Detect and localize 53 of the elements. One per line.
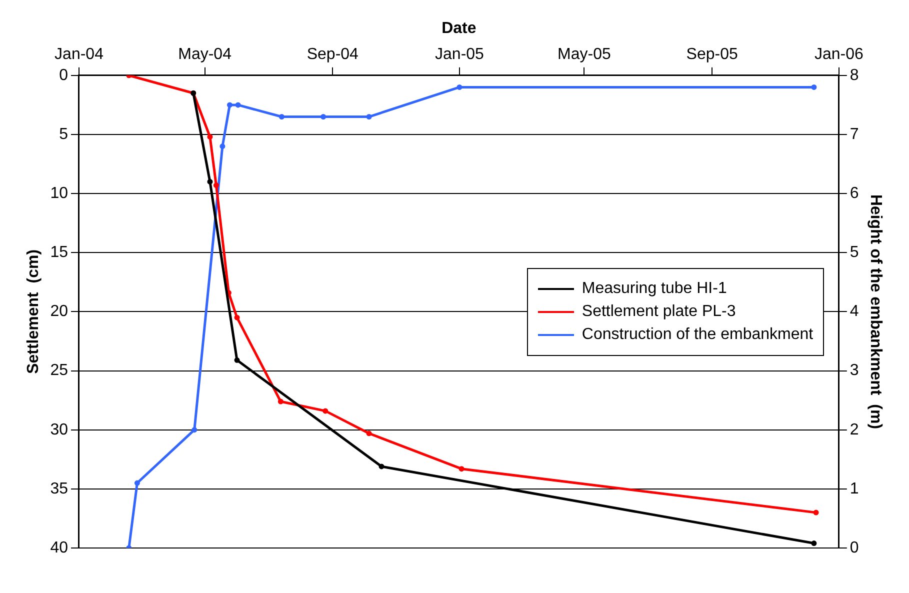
y2-axis-title: Height of the embankment (m) [866,194,884,430]
point [207,178,213,184]
point [322,408,328,414]
x-tick-label: Sep-04 [306,46,359,64]
y2-tick-label: 8 [850,66,859,84]
point [458,466,464,472]
point [213,182,219,188]
y2-tick-label: 5 [850,244,859,262]
y-tick-label: 0 [59,66,68,84]
point [813,510,819,516]
point [456,84,462,90]
point [278,398,284,404]
y-tick-label: 20 [50,303,68,320]
point [234,314,240,320]
x-tick-label: Jan-04 [54,46,104,64]
point [320,114,326,120]
legend-label: Settlement plate PL-3 [582,302,736,321]
legend-label: Measuring tube HI-1 [582,280,727,298]
legend-label: Construction of the embankment [582,326,814,344]
point [192,427,198,433]
y2-tick-label: 1 [850,480,859,498]
x-tick-label: Jan-05 [435,46,484,64]
point [207,134,213,140]
y2-tick-label: 6 [850,184,859,202]
point [226,102,232,108]
x-tick-label: May-05 [558,46,611,64]
y2-tick-label: 0 [850,539,859,556]
point [234,357,240,363]
y-tick-label: 15 [50,244,68,262]
point [366,114,372,120]
point [134,480,140,486]
y-tick-label: 30 [50,421,68,438]
point [220,144,226,150]
y-tick-label: 40 [50,539,68,556]
point [366,430,372,436]
y-tick-label: 35 [50,480,68,498]
point [235,102,241,108]
point [378,464,384,470]
y-tick-label: 5 [59,126,68,143]
x-tick-label: Jan-06 [814,46,864,64]
x-tick-label: Sep-05 [686,46,738,64]
y2-tick-label: 3 [850,362,859,380]
y2-tick-label: 2 [850,421,859,438]
y-tick-label: 25 [50,362,68,380]
point [811,540,817,546]
y-axis-title: Settlement (cm) [25,249,42,374]
point [811,84,817,90]
x-axis-title: Date [442,20,476,38]
x-tick-label: May-04 [178,46,232,64]
y2-tick-label: 4 [850,303,859,320]
point [278,114,284,120]
y-tick-label: 10 [50,184,68,202]
y2-tick-label: 7 [850,126,859,143]
